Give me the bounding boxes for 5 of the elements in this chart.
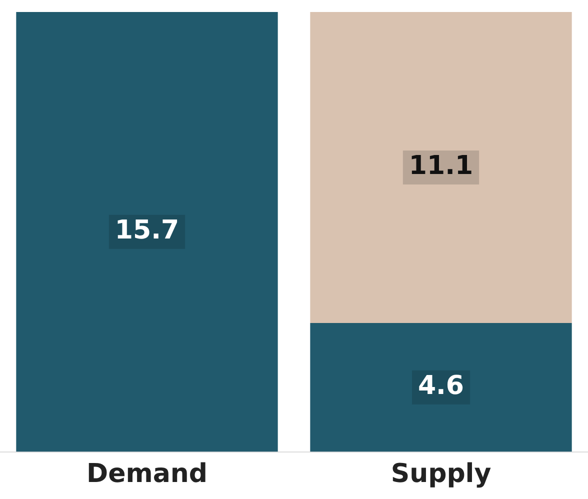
data-label: 4.6 — [418, 371, 464, 402]
x-tick-label: Demand — [86, 459, 208, 490]
x-tick-label: Supply — [390, 459, 492, 490]
data-label: 15.7 — [114, 216, 180, 246]
data-label: 11.1 — [408, 151, 474, 182]
